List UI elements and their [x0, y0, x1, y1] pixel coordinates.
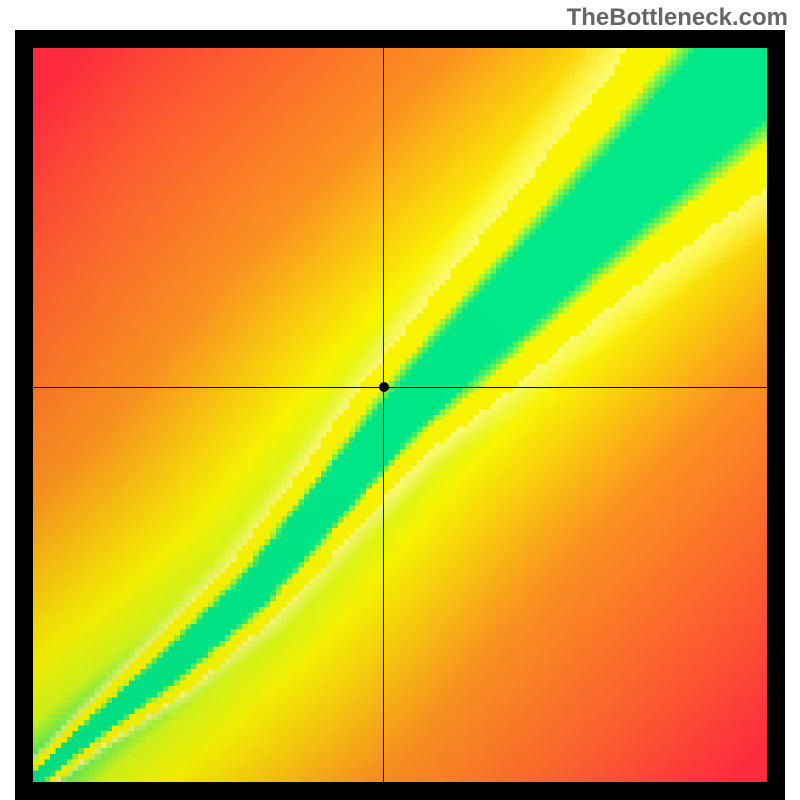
chart-container: TheBottleneck.com [0, 0, 800, 800]
heatmap-canvas [33, 48, 767, 782]
crosshair-horizontal [33, 387, 767, 388]
attribution-text: TheBottleneck.com [567, 4, 788, 32]
crosshair-vertical [383, 48, 384, 782]
intersection-marker [379, 382, 389, 392]
